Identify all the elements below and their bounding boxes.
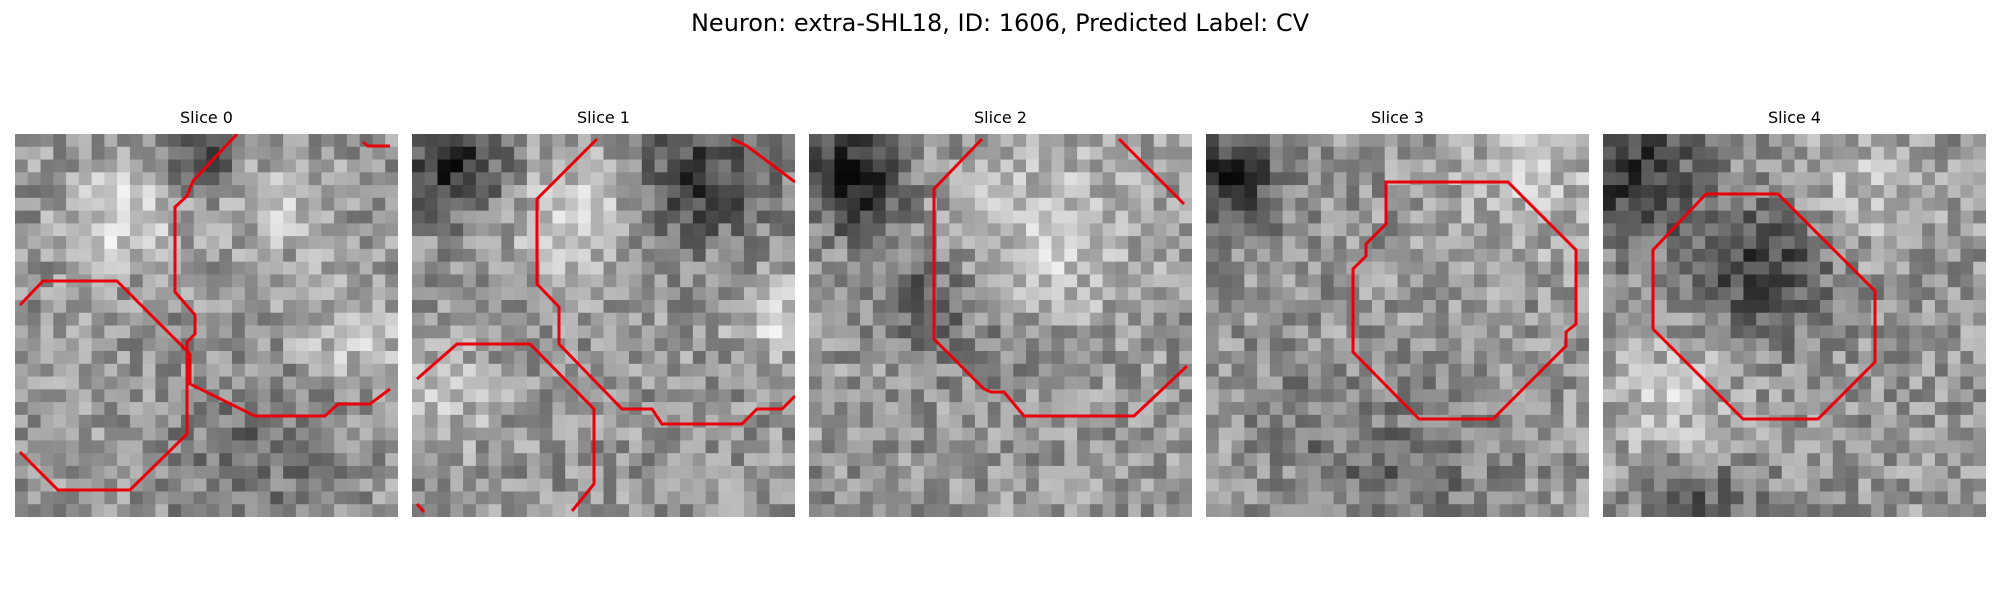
slice-image bbox=[412, 134, 795, 517]
figure-title: Neuron: extra-SHL18, ID: 1606, Predicted… bbox=[690, 9, 1310, 37]
slice-image bbox=[15, 134, 398, 517]
slice-title: Slice 2 bbox=[974, 108, 1027, 127]
slice-panel-2: Slice 2 bbox=[809, 108, 1192, 517]
slice-panel-3: Slice 3 bbox=[1206, 108, 1589, 517]
contour-line bbox=[1117, 137, 1186, 206]
contour-line bbox=[535, 137, 795, 426]
contour-line bbox=[18, 279, 391, 418]
slice-title: Slice 1 bbox=[577, 108, 630, 127]
slice-panel-1: Slice 1 bbox=[412, 108, 795, 517]
slice-panel-0: Slice 0 bbox=[15, 108, 398, 517]
slice-image-svg bbox=[1603, 134, 1986, 517]
slice-image-svg bbox=[15, 134, 398, 517]
slice-title: Slice 3 bbox=[1371, 108, 1424, 127]
contour-line bbox=[731, 137, 795, 184]
contour-line bbox=[18, 134, 239, 492]
slice-title: Slice 0 bbox=[180, 108, 233, 127]
contour-line bbox=[932, 137, 1189, 418]
contour-line bbox=[362, 140, 390, 148]
slice-image bbox=[1603, 134, 1986, 517]
slice-title: Slice 4 bbox=[1768, 108, 1821, 127]
slice-image bbox=[1206, 134, 1589, 517]
slice-image-svg bbox=[809, 134, 1192, 517]
slice-image-svg bbox=[412, 134, 795, 517]
contour-line bbox=[416, 342, 596, 512]
contour-line bbox=[1651, 192, 1877, 421]
slice-image bbox=[809, 134, 1192, 517]
contour-line bbox=[1351, 180, 1578, 421]
contour-line bbox=[415, 503, 426, 513]
slice-image-svg bbox=[1206, 134, 1589, 517]
slice-panel-4: Slice 4 bbox=[1603, 108, 1986, 517]
